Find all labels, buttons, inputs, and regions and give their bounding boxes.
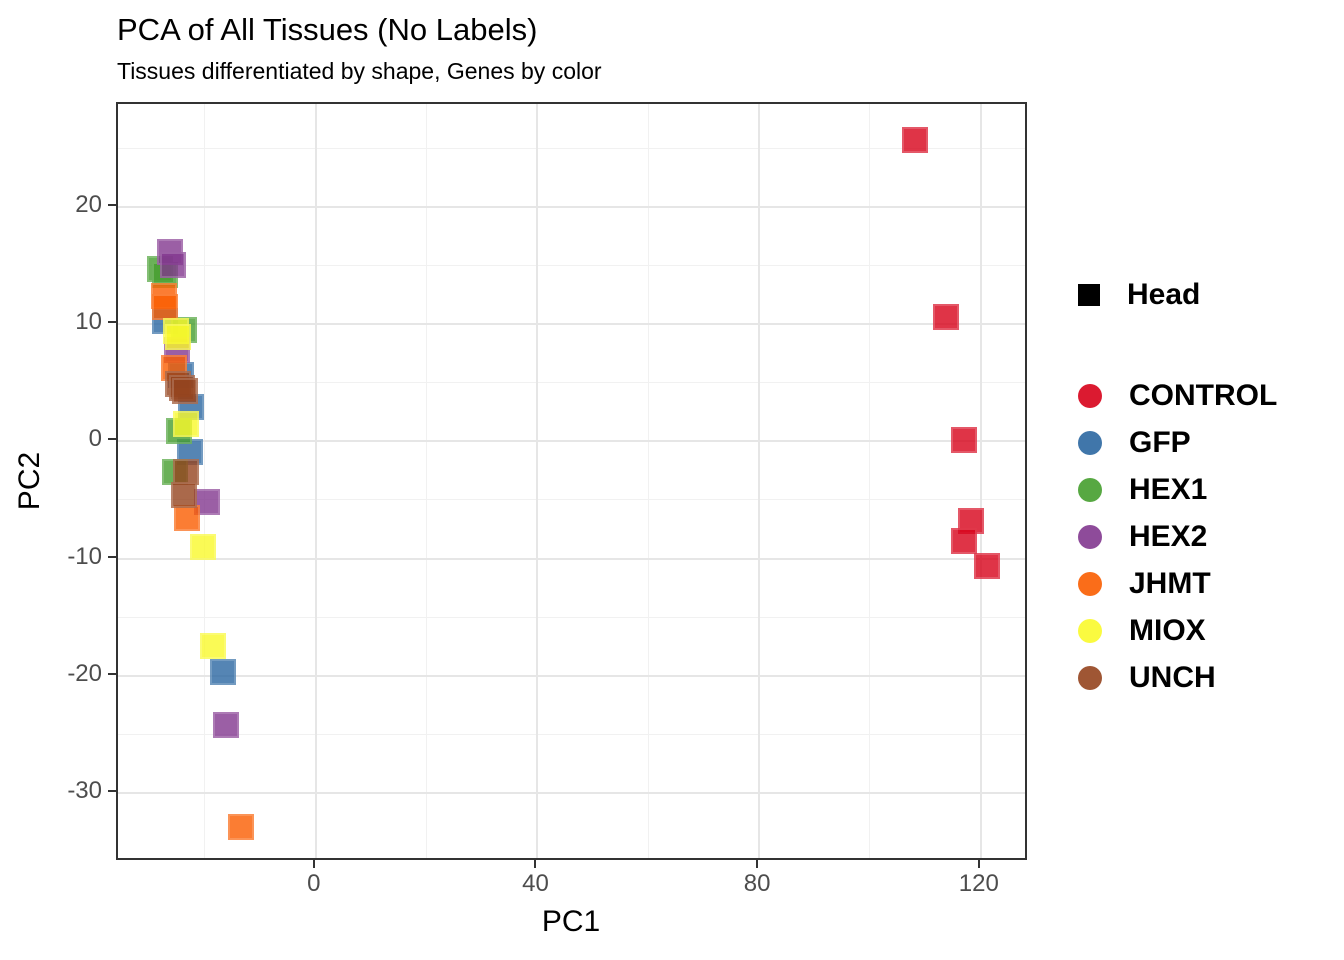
gridline-x-major bbox=[979, 104, 982, 858]
color-legend: CONTROL GFP HEX1 HEX2 JHMT MIOX UNCH bbox=[1078, 372, 1277, 701]
x-axis-title: PC1 bbox=[541, 905, 601, 938]
gridline-y-major bbox=[118, 206, 1025, 209]
color-legend-entry: UNCH bbox=[1078, 654, 1277, 701]
data-point-HEX2 bbox=[213, 711, 240, 738]
y-tick-mark bbox=[108, 321, 116, 324]
color-legend-entry: HEX1 bbox=[1078, 466, 1277, 513]
data-point-CONTROL bbox=[932, 304, 959, 331]
gridline-y-minor bbox=[118, 616, 1025, 618]
color-legend-label-MIOX: MIOX bbox=[1129, 613, 1206, 647]
square-marker-icon bbox=[1078, 284, 1100, 306]
x-tick-mark bbox=[977, 860, 980, 868]
y-tick-label: -10 bbox=[67, 542, 102, 570]
y-tick-mark bbox=[108, 438, 116, 441]
gridline-y-minor bbox=[118, 265, 1025, 267]
data-point-UNCH bbox=[170, 482, 197, 509]
color-legend-label-GFP: GFP bbox=[1129, 425, 1191, 459]
data-point-JHMT bbox=[228, 813, 255, 840]
color-legend-label-HEX2: HEX2 bbox=[1129, 519, 1208, 553]
y-tick-label: -30 bbox=[67, 776, 102, 804]
color-legend-entry: GFP bbox=[1078, 419, 1277, 466]
gridline-y-minor bbox=[118, 499, 1025, 501]
x-tick-mark bbox=[534, 860, 537, 868]
color-legend-entry: JHMT bbox=[1078, 560, 1277, 607]
color-legend-entry: HEX2 bbox=[1078, 513, 1277, 560]
gridline-x-minor bbox=[426, 104, 428, 858]
color-legend-entry: CONTROL bbox=[1078, 372, 1277, 419]
circle-marker-icon-JHMT bbox=[1078, 571, 1102, 596]
color-legend-label-JHMT: JHMT bbox=[1129, 566, 1211, 600]
shape-legend-entry: Head bbox=[1078, 272, 1200, 318]
y-tick-label: 20 bbox=[75, 191, 102, 219]
gridline-y-minor bbox=[118, 148, 1025, 150]
circle-marker-icon-GFP bbox=[1078, 430, 1102, 455]
color-legend-entry: MIOX bbox=[1078, 607, 1277, 654]
gridline-x-minor bbox=[647, 104, 649, 858]
gridline-y-minor bbox=[118, 733, 1025, 735]
x-tick-mark bbox=[756, 860, 759, 868]
gridline-y-minor bbox=[118, 382, 1025, 384]
gridline-y-major bbox=[118, 440, 1025, 443]
y-axis-title: PC2 bbox=[13, 451, 46, 511]
data-point-MIOX bbox=[199, 633, 226, 660]
shape-legend-label: Head bbox=[1127, 278, 1201, 311]
data-point-CONTROL bbox=[902, 127, 929, 154]
gridline-x-minor bbox=[204, 104, 206, 858]
circle-marker-icon-UNCH bbox=[1078, 665, 1102, 690]
data-point-JHMT bbox=[152, 293, 179, 320]
data-point-MIOX bbox=[189, 533, 216, 560]
y-tick-mark bbox=[108, 204, 116, 207]
data-point-JHMT bbox=[173, 504, 200, 531]
color-legend-label-CONTROL: CONTROL bbox=[1129, 378, 1278, 412]
circle-marker-icon-HEX1 bbox=[1078, 477, 1102, 502]
data-point-UNCH bbox=[172, 458, 199, 485]
data-point-MIOX bbox=[165, 324, 192, 351]
y-tick-mark bbox=[108, 789, 116, 792]
circle-marker-icon-HEX2 bbox=[1078, 524, 1102, 549]
gridline-x-major bbox=[758, 104, 761, 858]
x-tick-mark bbox=[312, 860, 315, 868]
gridline-x-minor bbox=[869, 104, 871, 858]
gridline-y-major bbox=[118, 557, 1025, 560]
plot-panel bbox=[116, 102, 1027, 860]
gridline-y-major bbox=[118, 674, 1025, 677]
color-legend-label-UNCH: UNCH bbox=[1129, 660, 1216, 694]
data-point-HEX2 bbox=[159, 251, 186, 278]
y-tick-label: 0 bbox=[88, 425, 102, 453]
y-tick-mark bbox=[108, 672, 116, 675]
data-point-UNCH bbox=[172, 378, 199, 405]
data-point-GFP bbox=[209, 659, 236, 686]
chart-title: PCA of All Tissues (No Labels) bbox=[117, 12, 538, 47]
data-point-CONTROL bbox=[973, 552, 1000, 579]
gridline-y-major bbox=[118, 791, 1025, 794]
y-tick-mark bbox=[108, 555, 116, 558]
chart-subtitle: Tissues differentiated by shape, Genes b… bbox=[117, 58, 602, 84]
circle-marker-icon-MIOX bbox=[1078, 618, 1102, 643]
x-tick-label: 80 bbox=[743, 870, 771, 897]
circle-marker-icon-CONTROL bbox=[1078, 383, 1102, 408]
gridline-x-major bbox=[314, 104, 317, 858]
y-tick-label: -20 bbox=[67, 659, 102, 687]
gridline-y-major bbox=[118, 323, 1025, 326]
y-tick-label: 10 bbox=[75, 308, 102, 336]
x-tick-label: 40 bbox=[522, 870, 549, 897]
x-tick-label: 0 bbox=[307, 870, 321, 897]
data-point-MIOX bbox=[172, 410, 199, 437]
shape-legend: Head bbox=[1078, 272, 1200, 318]
x-tick-label: 120 bbox=[958, 870, 999, 897]
data-point-CONTROL bbox=[950, 527, 977, 554]
data-point-CONTROL bbox=[950, 427, 977, 454]
color-legend-label-HEX1: HEX1 bbox=[1129, 472, 1208, 506]
gridline-x-major bbox=[536, 104, 539, 858]
